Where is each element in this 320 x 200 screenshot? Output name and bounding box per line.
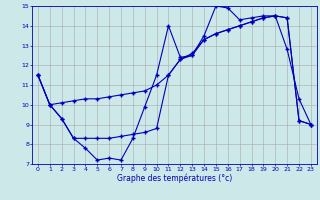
X-axis label: Graphe des températures (°c): Graphe des températures (°c) [117, 173, 232, 183]
